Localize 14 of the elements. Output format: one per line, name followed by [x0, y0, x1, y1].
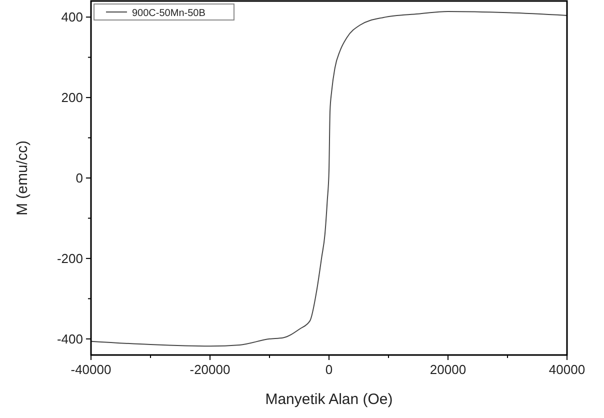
legend-label: 900C-50Mn-50B — [132, 8, 206, 19]
x-tick-label: -20000 — [190, 362, 230, 377]
y-tick-label: 400 — [61, 10, 83, 25]
y-tick-label: 200 — [61, 90, 83, 106]
x-tick-label: 0 — [325, 362, 333, 377]
y-axis-title: M (emu/cc) — [14, 140, 31, 216]
y-tick-label: -400 — [56, 331, 83, 346]
y-tick-label: -200 — [56, 250, 83, 266]
x-tick-label: 40000 — [548, 362, 586, 377]
x-tick-label: -40000 — [70, 362, 112, 377]
y-tick-label: 0 — [76, 170, 83, 186]
x-tick-label: 20000 — [430, 362, 466, 377]
line-series — [90, 10, 568, 347]
x-axis-title: Manyetik Alan (Oe) — [265, 391, 393, 408]
